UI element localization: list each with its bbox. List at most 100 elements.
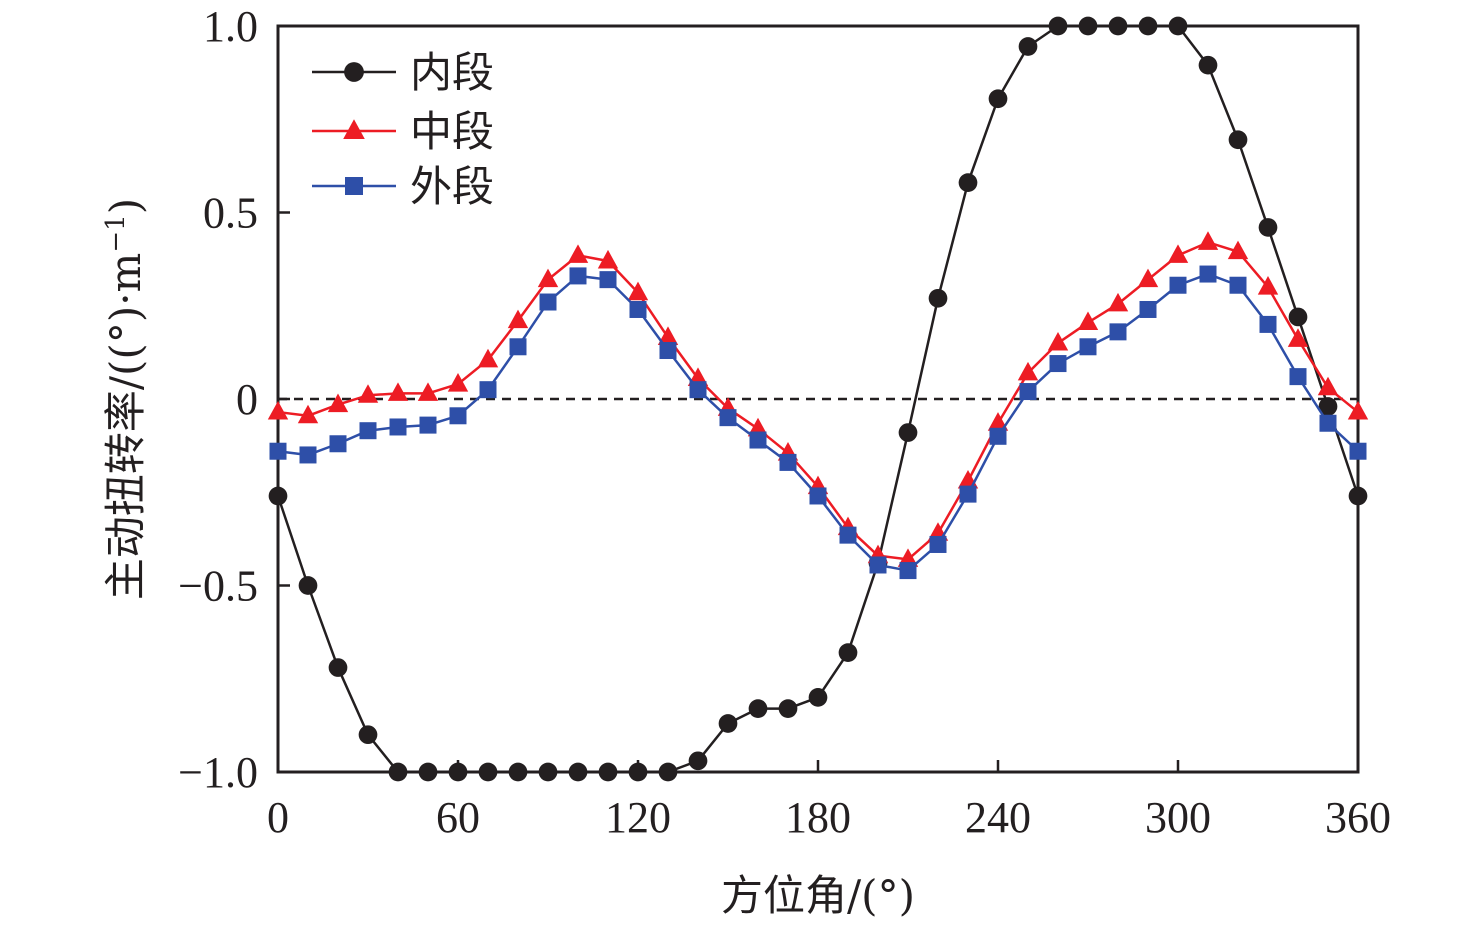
legend-marker — [345, 177, 363, 195]
data-point — [989, 427, 1007, 445]
y-axis-title-close: ) — [101, 198, 150, 214]
data-point — [838, 643, 858, 662]
data-point — [508, 762, 528, 782]
data-point — [1018, 37, 1038, 56]
x-tick-label: 0 — [267, 793, 289, 842]
series-line — [277, 241, 1359, 561]
data-point — [1077, 311, 1099, 331]
data-point — [748, 699, 768, 718]
data-point — [1107, 292, 1129, 312]
data-point — [1287, 328, 1309, 347]
legend-marker — [343, 119, 365, 139]
data-point — [657, 326, 679, 345]
data-point — [1319, 414, 1337, 432]
data-point — [1348, 486, 1368, 506]
data-point — [509, 338, 527, 356]
data-point — [1169, 276, 1187, 294]
y-axis-title: 主动扭转率/((°)·m−1) — [101, 198, 150, 600]
data-point — [448, 762, 468, 782]
data-point — [869, 556, 887, 574]
data-point — [1137, 268, 1159, 288]
data-point — [959, 485, 977, 503]
data-point — [388, 762, 408, 782]
data-point — [1078, 16, 1098, 36]
data-point — [269, 442, 287, 460]
data-point — [778, 699, 798, 718]
data-point — [1347, 400, 1369, 420]
x-tick-label: 60 — [436, 793, 480, 842]
data-point — [267, 400, 289, 420]
legend-label: 外段 — [410, 162, 494, 211]
data-point — [1108, 16, 1128, 36]
y-tick-label: −1.0 — [178, 748, 258, 797]
y-tick-label: −0.5 — [178, 562, 258, 611]
data-point — [1289, 368, 1307, 386]
x-tick-label: 300 — [1145, 793, 1211, 842]
data-point — [1109, 323, 1127, 341]
y-axis-ticks: −1.0 −0.5 0 0.5 1.0 — [178, 2, 290, 797]
x-tick-label: 120 — [605, 793, 671, 842]
data-point — [357, 384, 379, 403]
series-3 — [269, 265, 1367, 580]
data-point — [988, 89, 1008, 109]
data-point — [329, 435, 347, 453]
data-point — [1079, 338, 1097, 356]
data-point — [299, 446, 317, 464]
data-point — [1257, 276, 1279, 295]
data-point — [539, 293, 557, 311]
data-point — [327, 393, 349, 413]
y-tick-label: 0 — [236, 375, 258, 424]
data-point — [1288, 307, 1308, 327]
data-point — [268, 486, 288, 506]
x-axis-title: 方位角/(°) — [721, 871, 915, 920]
data-point — [628, 762, 648, 782]
data-point — [1017, 361, 1039, 381]
y-axis-title-superscript: −1 — [101, 214, 131, 252]
data-point — [478, 762, 498, 782]
data-point — [718, 714, 738, 733]
data-point — [1258, 218, 1278, 237]
data-point — [389, 418, 407, 436]
data-point — [387, 382, 409, 401]
data-point — [599, 271, 617, 289]
data-point — [417, 382, 439, 401]
data-point — [839, 526, 857, 544]
y-axis-title-main: 主动扭转率/((°)·m — [101, 253, 150, 601]
series-layer — [267, 16, 1369, 782]
data-point — [1259, 315, 1277, 333]
data-point — [689, 381, 707, 399]
data-point — [479, 381, 497, 399]
data-point — [928, 288, 948, 308]
data-point — [658, 762, 678, 782]
data-point — [1317, 376, 1339, 396]
x-tick-label: 180 — [785, 793, 851, 842]
data-point — [1227, 240, 1249, 260]
data-point — [568, 762, 588, 782]
series-2 — [267, 231, 1369, 567]
legend-label: 中段 — [410, 107, 494, 156]
data-point — [1349, 442, 1367, 460]
data-point — [688, 751, 708, 771]
data-point — [1168, 16, 1188, 36]
data-point — [507, 309, 529, 329]
data-point — [898, 423, 918, 442]
y-axis-title-group: 主动扭转率/((°)·m−1) — [101, 198, 150, 600]
data-point — [1318, 397, 1338, 416]
x-tick-label: 240 — [965, 793, 1031, 842]
series-line — [277, 272, 1359, 572]
data-point — [929, 535, 947, 553]
data-point — [659, 342, 677, 360]
data-point — [749, 431, 767, 449]
legend-item: 中段 — [312, 107, 494, 156]
data-point — [297, 404, 319, 424]
data-point — [538, 762, 558, 782]
data-point — [1167, 244, 1189, 263]
data-point — [419, 416, 437, 434]
legend-label: 内段 — [410, 48, 494, 97]
data-point — [418, 762, 438, 782]
data-point — [449, 407, 467, 425]
data-point — [1048, 16, 1068, 36]
x-axis-ticks: 0 60 120 180 240 300 360 — [267, 760, 1391, 842]
data-point — [328, 658, 348, 677]
